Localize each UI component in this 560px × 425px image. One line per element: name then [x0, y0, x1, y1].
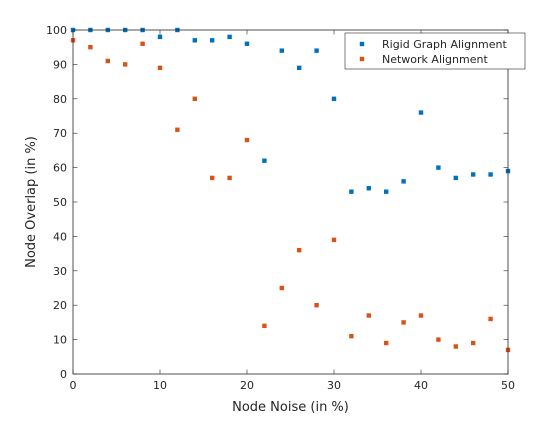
legend: Rigid Graph Alignment Network Alignment	[344, 32, 526, 70]
data-point	[157, 34, 163, 40]
data-point	[262, 323, 267, 329]
data-point	[384, 189, 389, 194]
data-point	[401, 320, 406, 325]
legend-entry-label: Rigid Graph Alignment	[382, 38, 508, 51]
data-point	[366, 313, 371, 318]
y-tick-label: 60	[53, 162, 67, 175]
y-tick-label: 10	[53, 334, 67, 347]
data-point	[314, 48, 319, 53]
data-point	[227, 34, 232, 40]
x-tick-label: 10	[153, 379, 167, 392]
y-tick-label: 50	[53, 196, 67, 209]
plot-background	[73, 30, 508, 374]
axes-box	[72, 29, 509, 375]
data-point	[366, 186, 371, 191]
data-point	[331, 96, 337, 101]
data-point	[436, 337, 441, 342]
axis-ticks: 0 10 20 30 40 50 0 10 20 30 40 50 60 70 80 90 100	[46, 24, 515, 392]
data-point	[436, 165, 441, 170]
legend-box	[344, 32, 526, 70]
data-point	[453, 175, 458, 181]
x-tick-label: 0	[70, 379, 77, 392]
data-point	[244, 137, 250, 143]
x-tick-label: 40	[414, 379, 428, 392]
data-point	[192, 38, 197, 43]
data-point	[488, 316, 493, 322]
data-point	[279, 48, 284, 53]
data-point	[349, 189, 354, 194]
data-point	[453, 344, 458, 349]
data-point	[192, 96, 197, 101]
legend-marker	[359, 41, 365, 47]
data-point	[471, 172, 476, 177]
x-tick-label: 20	[240, 379, 254, 392]
data-point	[210, 38, 215, 43]
y-axis-label: Node Overlap (in %)	[24, 136, 39, 268]
data-point	[418, 110, 424, 115]
data-point	[140, 41, 145, 46]
data-point	[471, 340, 476, 346]
data-point	[88, 45, 93, 50]
data-point	[279, 285, 284, 291]
legend-entry-label: Network Alignment	[382, 53, 488, 66]
axis-labels: Node Noise (in %) Node Overlap (in %)	[24, 136, 349, 415]
plot-area	[73, 30, 508, 374]
data-point	[105, 58, 110, 64]
legend-marker	[359, 56, 365, 62]
y-tick-label: 70	[53, 127, 67, 140]
y-tick-label: 20	[53, 299, 67, 312]
y-tick-label: 80	[53, 93, 67, 106]
y-tick-label: 30	[53, 265, 67, 278]
data-point	[244, 41, 250, 46]
data-point	[227, 175, 232, 181]
x-tick-label: 50	[501, 379, 515, 392]
axes-frame	[72, 29, 509, 375]
y-tick-label: 100	[46, 24, 67, 37]
data-point	[157, 65, 163, 71]
data-point	[297, 65, 302, 71]
x-axis-label: Node Noise (in %)	[232, 400, 349, 415]
data-point	[123, 62, 128, 67]
x-tick-label: 30	[327, 379, 341, 392]
data-point	[401, 179, 406, 184]
data-point	[262, 158, 267, 163]
data-point	[175, 127, 180, 132]
data-point	[297, 247, 302, 253]
data-point	[384, 340, 389, 346]
data-point	[210, 175, 215, 181]
y-tick-label: 40	[53, 230, 67, 243]
y-tick-label: 0	[60, 368, 67, 381]
y-tick-label: 90	[53, 58, 67, 71]
data-point	[349, 333, 354, 339]
data-point	[418, 313, 424, 318]
data-point	[488, 172, 493, 177]
data-point	[314, 303, 319, 308]
data-point	[331, 237, 337, 243]
